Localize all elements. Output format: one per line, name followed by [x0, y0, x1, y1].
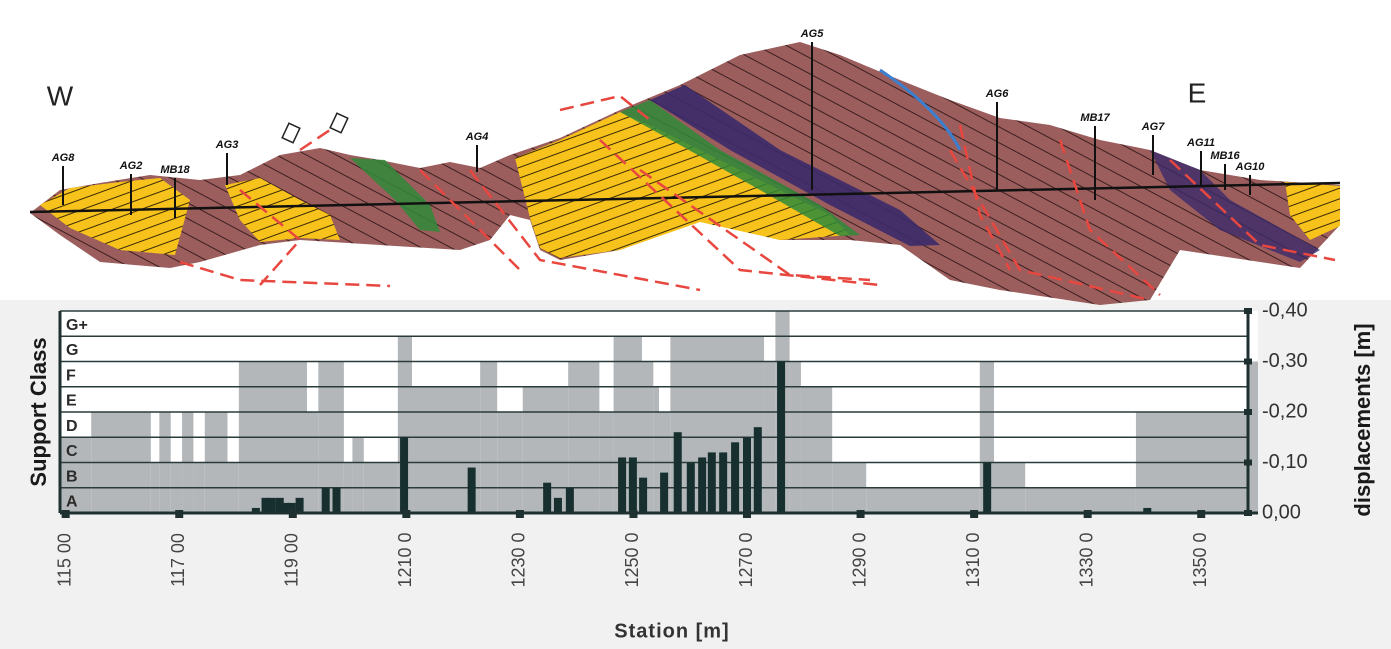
- y2-tick: [1244, 409, 1252, 415]
- support-class-segment: [614, 336, 642, 513]
- support-class-segment: [352, 437, 363, 513]
- displacement-bar: [687, 463, 695, 514]
- displacement-bar: [674, 432, 682, 513]
- y-tick-label: F: [66, 367, 76, 384]
- displacement-bar: [554, 498, 562, 513]
- x-tick: [1197, 510, 1205, 518]
- displacement-bar: [322, 488, 330, 513]
- x-tick: [1084, 510, 1092, 518]
- y-tick-label: B: [66, 468, 78, 485]
- x-tick: [175, 510, 183, 518]
- borehole-label: MB18: [160, 164, 190, 176]
- figure: W E AG8AG2MB18AG3AG4AG5AG6MB17AG7AG11MB1…: [0, 0, 1391, 649]
- support-class-segment: [653, 387, 659, 513]
- x-tick-label: 1250 0: [622, 532, 642, 587]
- support-class-segment: [801, 387, 832, 513]
- displacement-bar: [983, 463, 991, 514]
- x-tick-label: 1270 0: [736, 532, 756, 587]
- y-tick-label: G+: [66, 317, 88, 334]
- x-tick: [516, 510, 524, 518]
- borehole-label: AG7: [1141, 121, 1166, 133]
- x-tick-label: 1210 0: [395, 532, 415, 587]
- y-tick-label: A: [66, 494, 78, 511]
- displacement-bar: [543, 483, 551, 513]
- y-axis-title: Support Class: [26, 337, 51, 486]
- x-tick: [62, 510, 70, 518]
- support-class-segment: [866, 488, 980, 513]
- x-tick: [402, 510, 410, 518]
- y-tick-label: D: [66, 418, 78, 435]
- borehole-label: AG6: [985, 88, 1010, 100]
- y2-axis-title: displacements [m]: [1350, 323, 1375, 516]
- x-tick-label: 1350 0: [1190, 532, 1210, 587]
- displacement-bar: [777, 362, 785, 514]
- y2-tick-label: -0,10: [1262, 451, 1308, 473]
- borehole-label: AG2: [119, 160, 143, 172]
- displacement-bar: [708, 452, 716, 513]
- x-tick-label: 1330 0: [1076, 532, 1096, 587]
- displacement-bar: [566, 488, 574, 513]
- borehole-label: AG4: [465, 131, 489, 143]
- displacement-bar: [268, 498, 276, 513]
- displacement-bar: [743, 437, 751, 513]
- x-tick-label: 1230 0: [509, 532, 529, 587]
- x-tick-label: 1310 0: [963, 532, 983, 587]
- borehole-label: MB17: [1080, 112, 1110, 124]
- y2-tick: [1244, 359, 1252, 365]
- x-tick: [857, 510, 865, 518]
- y2-tick-label: -0,30: [1262, 350, 1308, 372]
- x-tick-label: 117 00: [168, 533, 188, 587]
- x-tick: [743, 510, 751, 518]
- page: W E AG8AG2MB18AG3AG4AG5AG6MB17AG7AG11MB1…: [0, 0, 1391, 649]
- displacement-bar: [333, 488, 341, 513]
- displacement-bar: [754, 427, 762, 513]
- y2-tick-label: 0,00: [1262, 501, 1301, 523]
- borehole-label: AG5: [800, 28, 825, 40]
- displacement-bar: [731, 442, 739, 513]
- support-class-segment: [1025, 488, 1136, 513]
- y-tick-label: E: [66, 393, 77, 410]
- y2-tick-label: -0,20: [1262, 400, 1308, 422]
- x-axis-title: Station [m]: [614, 620, 729, 642]
- y-tick-label: C: [66, 443, 78, 460]
- x-tick: [629, 510, 637, 518]
- borehole-label: AG10: [1235, 161, 1266, 173]
- y2-tick: [1244, 510, 1252, 516]
- x-tick-label: 119 00: [282, 533, 302, 587]
- y2-tick: [1244, 460, 1252, 466]
- borehole-label: AG8: [51, 152, 76, 164]
- x-tick: [970, 510, 978, 518]
- displacement-bar: [719, 452, 727, 513]
- displacement-bar: [296, 498, 304, 513]
- west-label: W: [47, 80, 74, 111]
- y2-tick: [1244, 308, 1252, 314]
- east-label: E: [1188, 77, 1207, 108]
- borehole-label: AG11: [1186, 137, 1215, 149]
- displacement-bar: [468, 468, 476, 513]
- displacement-bar: [400, 437, 408, 513]
- y-tick-label: G: [66, 342, 78, 359]
- displacement-bar: [660, 473, 668, 513]
- displacement-bar: [639, 478, 647, 513]
- displacement-bar: [698, 457, 706, 513]
- y2-tick-label: -0,40: [1262, 299, 1308, 321]
- borehole-label: AG3: [215, 139, 239, 151]
- displacement-bar: [618, 457, 626, 513]
- x-tick-label: 115 00: [54, 533, 74, 587]
- x-tick-label: 1290 0: [849, 532, 869, 587]
- displacement-bar: [629, 457, 637, 513]
- x-tick: [289, 510, 297, 518]
